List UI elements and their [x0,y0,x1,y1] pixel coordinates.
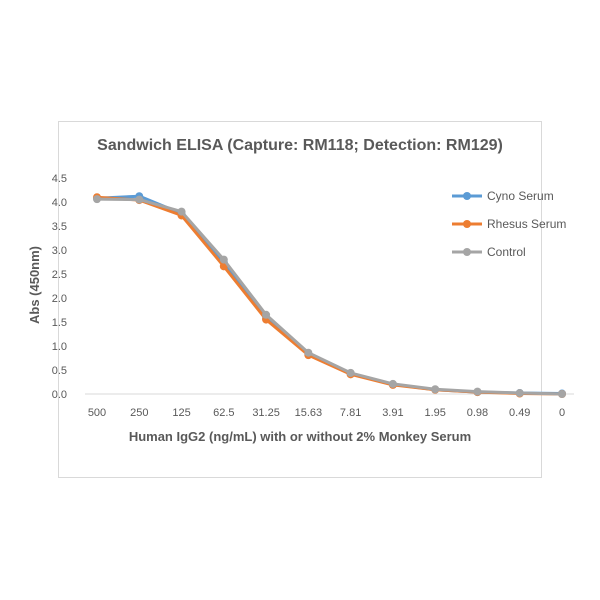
x-tick-label: 500 [88,407,106,419]
x-tick-label: 250 [130,407,148,419]
y-tick-label: 0.0 [52,389,67,401]
y-tick-label: 2.5 [52,269,67,281]
chart-title: Sandwich ELISA (Capture: RM118; Detectio… [97,137,503,154]
y-tick-label: 3.0 [52,245,67,257]
x-tick-label: 0.98 [467,407,488,419]
x-tick-label: 62.5 [213,407,234,419]
y-tick-label: 0.5 [52,365,67,377]
data-point [177,207,186,216]
chart-frame [58,121,542,478]
data-point [304,348,313,357]
x-axis-title: Human IgG2 (ng/mL) with or without 2% Mo… [129,429,471,444]
data-point [346,368,355,377]
x-tick-label: 15.63 [295,407,323,419]
x-tick-label: 125 [172,407,190,419]
legend: Cyno Serum Rhesus Serum Control [452,189,566,259]
data-point [431,385,440,394]
y-tick-label: 1.5 [52,317,67,329]
data-point [388,379,397,388]
x-tick-label: 1.95 [424,407,445,419]
x-axis: 500 250 125 62.5 31.25 15.63 7.81 3.91 1.95 0.98 0… [88,407,565,419]
data-point [135,195,144,204]
y-tick-label: 3.5 [52,221,67,233]
y-tick-label: 4.5 [52,173,67,185]
legend-marker [463,248,471,256]
y-tick-label: 2.0 [52,293,67,305]
data-point [558,390,566,398]
data-point [515,389,524,398]
legend-label: Rhesus Serum [487,217,566,231]
data-point [473,387,482,396]
data-point [219,255,228,264]
x-tick-label: 0 [559,407,565,419]
y-axis: 0.0 0.5 1.0 1.5 2.0 2.5 3.0 3.5 4.0 4.5 [52,173,67,401]
x-tick-label: 7.81 [340,407,361,419]
y-tick-label: 1.0 [52,341,67,353]
legend-label: Control [487,245,526,259]
legend-marker [463,220,471,228]
data-point [262,310,271,319]
y-axis-title: Abs (450nm) [27,246,42,324]
series-line [95,197,564,396]
x-tick-label: 3.91 [382,407,403,419]
legend-marker [463,192,471,200]
x-tick-label: 31.25 [252,407,280,419]
plot-area [93,192,566,398]
legend-label: Cyno Serum [487,189,554,203]
y-tick-label: 4.0 [52,197,67,209]
x-tick-label: 0.49 [509,407,530,419]
data-point [93,195,101,204]
